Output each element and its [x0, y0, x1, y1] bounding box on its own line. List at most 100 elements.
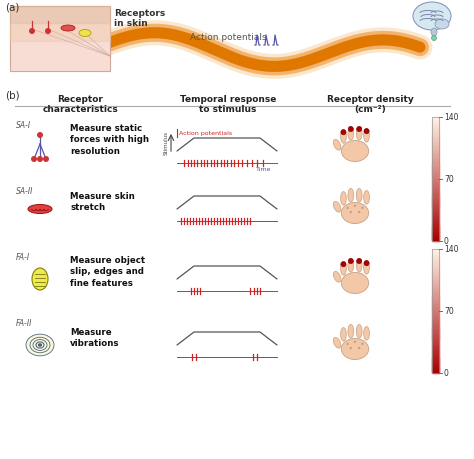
Ellipse shape	[356, 127, 362, 132]
Ellipse shape	[341, 130, 346, 135]
Bar	[432, 138, 439, 140]
Bar	[432, 190, 439, 192]
Ellipse shape	[413, 3, 451, 31]
Bar	[432, 350, 439, 353]
Text: 0: 0	[444, 369, 449, 378]
Ellipse shape	[333, 202, 341, 213]
Text: Receptors
in skin: Receptors in skin	[114, 9, 165, 28]
Text: SA-I: SA-I	[16, 121, 31, 130]
Bar	[432, 239, 439, 241]
Bar	[432, 255, 439, 257]
Bar	[432, 235, 439, 237]
Bar	[432, 288, 439, 291]
Bar	[432, 125, 439, 128]
Circle shape	[37, 157, 43, 162]
Ellipse shape	[333, 140, 341, 151]
Bar	[432, 261, 439, 264]
Bar	[432, 129, 439, 132]
Bar	[432, 297, 439, 299]
Bar	[432, 237, 439, 240]
Circle shape	[358, 212, 360, 214]
Bar	[432, 161, 439, 163]
Ellipse shape	[341, 141, 369, 162]
Bar	[432, 140, 439, 142]
Circle shape	[361, 343, 364, 345]
Bar	[432, 162, 439, 165]
Text: (b): (b)	[5, 90, 19, 100]
Bar	[432, 338, 439, 340]
Bar	[432, 305, 439, 307]
Circle shape	[350, 347, 352, 349]
Text: Action potentials: Action potentials	[179, 131, 232, 136]
Ellipse shape	[356, 259, 362, 264]
Bar	[432, 142, 439, 145]
Circle shape	[31, 157, 37, 162]
Ellipse shape	[356, 127, 362, 141]
Bar	[432, 307, 439, 309]
Text: Action potentials: Action potentials	[190, 33, 266, 41]
Circle shape	[354, 205, 356, 207]
Bar	[432, 263, 439, 266]
Text: Stimulus: Stimulus	[164, 131, 169, 155]
Ellipse shape	[356, 259, 362, 273]
Ellipse shape	[431, 29, 437, 37]
Text: FA-I: FA-I	[16, 252, 30, 262]
Ellipse shape	[32, 269, 48, 291]
Ellipse shape	[348, 325, 354, 338]
Bar	[432, 311, 439, 313]
Bar	[432, 346, 439, 348]
Bar	[432, 200, 439, 202]
Bar	[432, 150, 439, 153]
Ellipse shape	[348, 127, 354, 141]
Bar	[432, 119, 439, 122]
Bar	[432, 294, 439, 297]
Ellipse shape	[340, 130, 346, 144]
Bar	[432, 183, 439, 186]
Bar	[432, 134, 439, 136]
Bar	[432, 284, 439, 286]
Bar	[432, 194, 439, 196]
Circle shape	[361, 207, 364, 210]
Bar	[432, 214, 439, 217]
Text: FA-II: FA-II	[16, 318, 32, 327]
Circle shape	[354, 341, 356, 343]
Bar	[432, 187, 439, 190]
Bar	[432, 167, 439, 169]
Bar	[432, 249, 439, 252]
Bar	[432, 370, 439, 373]
Ellipse shape	[341, 339, 369, 360]
Bar	[432, 191, 439, 194]
Bar	[432, 327, 439, 330]
Bar	[432, 152, 439, 155]
Ellipse shape	[38, 344, 42, 347]
Circle shape	[43, 157, 49, 162]
Circle shape	[346, 343, 349, 345]
Ellipse shape	[356, 189, 362, 202]
Ellipse shape	[435, 20, 449, 30]
Bar	[432, 319, 439, 322]
Bar	[432, 342, 439, 344]
Bar	[10, 7, 110, 72]
Bar	[432, 278, 439, 280]
Ellipse shape	[364, 129, 369, 134]
Bar	[432, 177, 439, 179]
Bar	[432, 148, 439, 151]
Bar	[432, 227, 439, 229]
Bar	[432, 218, 439, 221]
Ellipse shape	[348, 259, 354, 273]
Ellipse shape	[26, 335, 54, 356]
Ellipse shape	[431, 36, 437, 41]
Ellipse shape	[341, 203, 369, 224]
Bar	[432, 344, 439, 347]
Bar	[432, 358, 439, 361]
Bar	[432, 185, 439, 188]
Bar	[432, 321, 439, 324]
Bar	[432, 206, 439, 208]
Bar	[432, 165, 439, 167]
Bar	[432, 315, 439, 318]
Bar	[432, 154, 439, 157]
Text: Receptor
characteristics: Receptor characteristics	[42, 95, 118, 114]
Bar	[432, 173, 439, 175]
Ellipse shape	[28, 205, 52, 214]
Bar	[432, 208, 439, 211]
